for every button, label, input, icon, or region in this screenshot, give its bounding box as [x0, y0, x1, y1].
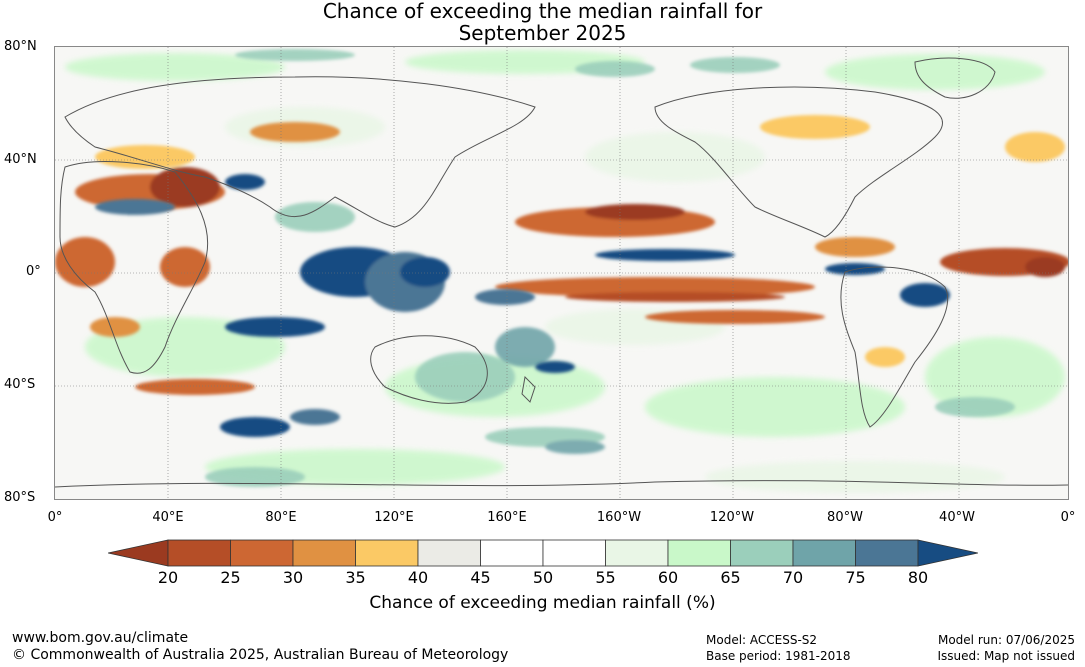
footer-run-info: Model run: 07/06/2025 Issued: Map not is…: [937, 632, 1075, 664]
footer-model-info: Model: ACCESS-S2 Base period: 1981-2018: [706, 632, 851, 664]
colorbar-title: Chance of exceeding median rainfall (%): [369, 593, 716, 613]
colorbar-segments: [108, 539, 978, 567]
colorbar-segment: [605, 539, 669, 567]
colorbar-segment: [855, 539, 919, 567]
colorbar-arrow-high: [917, 539, 978, 567]
copyright-text: © Commonwealth of Australia 2025, Austra…: [12, 647, 509, 663]
map-title: Chance of exceeding the median rainfall …: [0, 0, 1085, 44]
teal-anomalies: [205, 49, 1015, 487]
base-period: Base period: 1981-2018: [706, 649, 851, 663]
lat-label-80s: 80°S: [4, 490, 36, 505]
colorbar-segment: [480, 539, 544, 567]
colorbar-tick-label: 40: [407, 568, 429, 587]
colorbar-tick-label: 80: [907, 568, 929, 587]
colorbar: [108, 539, 978, 567]
colorbar-segment: [292, 539, 356, 567]
lon-label-0-left: 0°: [47, 510, 63, 525]
graticule: [55, 47, 1068, 499]
colorbar-tick-label: 55: [595, 568, 616, 587]
model-run: Model run: 07/06/2025: [937, 633, 1075, 647]
colorbar-tick-label: 50: [532, 568, 554, 587]
model-name: Model: ACCESS-S2: [706, 633, 818, 647]
lon-label-120e: 120°E: [374, 510, 414, 525]
colorbar-segment: [792, 539, 856, 567]
lat-label-40s: 40°S: [4, 377, 36, 392]
coastlines: [55, 57, 1068, 488]
colorbar-tick-label: 70: [782, 568, 804, 587]
map-canvas: [55, 47, 1068, 499]
footer-left: www.bom.gov.au/climate © Commonwealth of…: [12, 630, 508, 664]
lon-label-40e: 40°E: [152, 510, 184, 525]
colorbar-tick-label: 20: [157, 568, 179, 587]
colorbar-segment: [230, 539, 294, 567]
colorbar-tick-label: 65: [720, 568, 741, 587]
colorbar-tick-label: 35: [345, 568, 366, 587]
map-title-line2: September 2025: [458, 21, 627, 45]
colorbar-segment: [417, 539, 481, 567]
lon-label-0-right: 0°: [1060, 510, 1076, 525]
colorbar-segment: [667, 539, 731, 567]
colorbar-segment: [542, 539, 606, 567]
lon-label-120w: 120°W: [709, 510, 755, 525]
colorbar-arrow-low: [108, 539, 169, 567]
colorbar-tick-label: 45: [470, 568, 491, 587]
lon-label-80e: 80°E: [265, 510, 297, 525]
colorbar-segment: [730, 539, 794, 567]
lat-label-80n: 80°N: [4, 39, 37, 54]
colorbar-segment: [167, 539, 231, 567]
map-title-line1: Chance of exceeding the median rainfall …: [322, 0, 763, 23]
dry-anomalies: [55, 115, 1068, 395]
wet-anomalies: [95, 174, 950, 437]
lon-label-40w: 40°W: [939, 510, 975, 525]
lat-label-40n: 40°N: [4, 152, 37, 167]
website-link[interactable]: www.bom.gov.au/climate: [12, 630, 189, 646]
colorbar-tick-label: 25: [220, 568, 241, 587]
lon-label-80w: 80°W: [827, 510, 863, 525]
lat-label-equator: 0°: [26, 264, 41, 279]
rainfall-probability-map: [54, 46, 1069, 500]
lon-label-160w: 160°W: [596, 510, 642, 525]
issued-status: Issued: Map not issued: [937, 649, 1075, 663]
colorbar-tick-label: 60: [657, 568, 679, 587]
lon-label-160e: 160°E: [487, 510, 527, 525]
colorbar-tick-label: 30: [282, 568, 304, 587]
colorbar-segment: [355, 539, 419, 567]
colorbar-tick-label: 75: [845, 568, 866, 587]
